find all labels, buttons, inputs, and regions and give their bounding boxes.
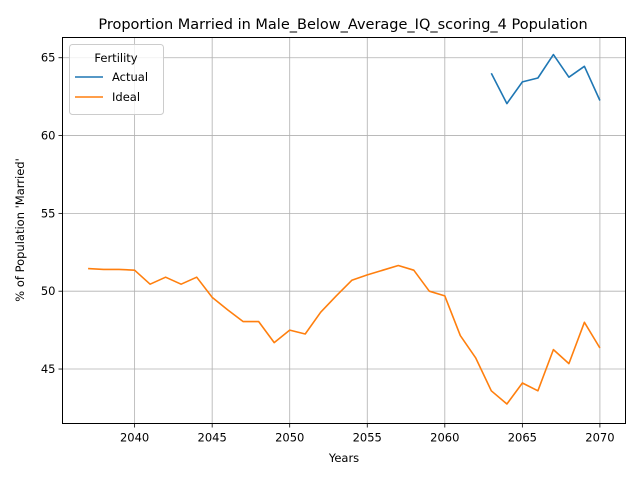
legend-title: Fertility <box>94 51 137 65</box>
legend: Fertility Actual Ideal <box>70 45 164 115</box>
y-tick-label: 45 <box>41 362 56 376</box>
legend-label-actual: Actual <box>112 70 148 84</box>
x-tick-label: 2040 <box>120 431 149 445</box>
x-tick-label: 2045 <box>198 431 227 445</box>
legend-label-ideal: Ideal <box>112 90 140 104</box>
y-axis-label: % of Population 'Married' <box>13 158 27 302</box>
y-tick-label: 60 <box>41 129 56 143</box>
chart-title: Proportion Married in Male_Below_Average… <box>98 17 587 33</box>
x-axis-label: Years <box>328 451 359 465</box>
y-tick-label: 55 <box>41 206 56 220</box>
x-tick-label: 2065 <box>508 431 537 445</box>
x-tick-label: 2050 <box>275 431 304 445</box>
x-tick-label: 2070 <box>585 431 614 445</box>
y-tick-label: 65 <box>41 51 56 65</box>
x-tick-label: 2055 <box>353 431 382 445</box>
x-tick-label: 2060 <box>430 431 459 445</box>
y-tick-label: 50 <box>41 284 56 298</box>
